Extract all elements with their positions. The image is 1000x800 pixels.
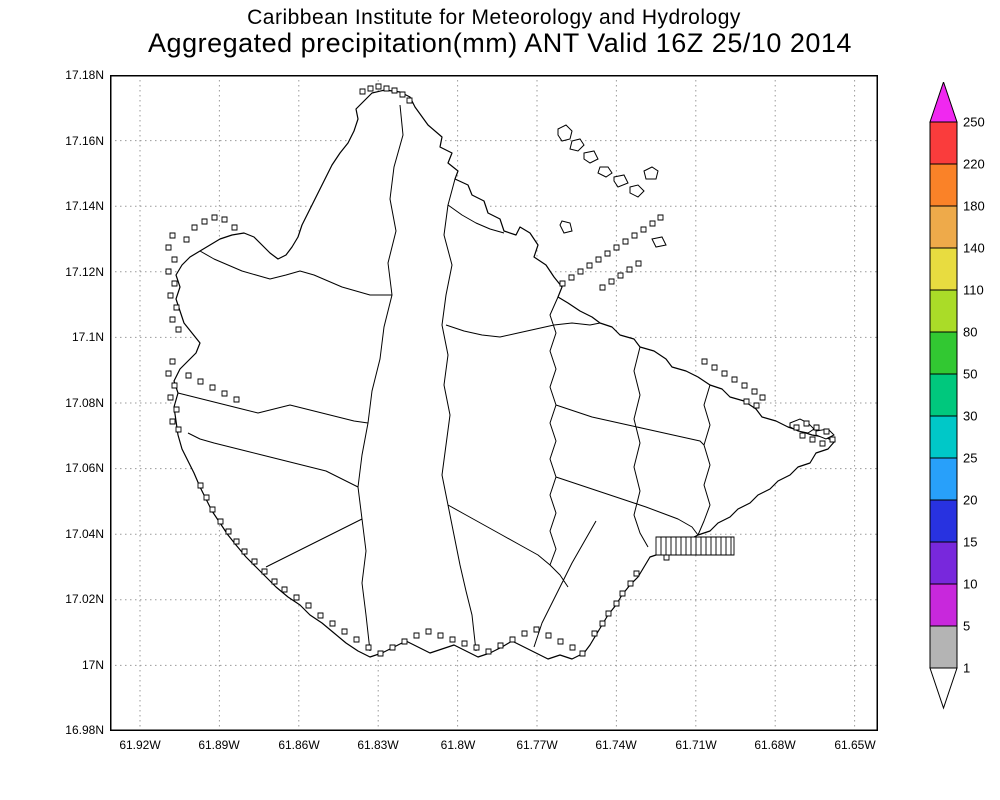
colorbar-segment: [929, 289, 958, 333]
y-axis-tick-label: 17.08N: [65, 396, 104, 410]
colorbar-segment: [929, 205, 958, 249]
colorbar-label: 50: [963, 367, 977, 382]
y-axis-tick-label: 17.16N: [65, 134, 104, 148]
colorbar-segment: [929, 331, 958, 375]
x-axis-tick-label: 61.71W: [675, 738, 717, 752]
colorbar-segment: [929, 121, 958, 165]
colorbar-segment: [929, 457, 958, 501]
y-axis-tick-label: 16.98N: [65, 723, 104, 737]
coastal-catchment-cells: [165, 83, 836, 657]
y-axis-tick-label: 17.12N: [65, 265, 104, 279]
colorbar-label: 80: [963, 325, 977, 340]
colorbar-arrow-up-icon: [929, 80, 958, 123]
y-axis-tick-label: 17.04N: [65, 527, 104, 541]
x-axis-tick-label: 61.86W: [278, 738, 320, 752]
x-axis-tick-label: 61.65W: [834, 738, 876, 752]
colorbar-label: 110: [963, 283, 984, 298]
x-axis-tick-label: 61.68W: [754, 738, 796, 752]
colorbar-label: 30: [963, 409, 977, 424]
catchment-comb-cluster: [655, 536, 735, 556]
colorbar-label: 10: [963, 577, 977, 592]
plot-border: [110, 75, 878, 731]
x-axis-tick-label: 61.8W: [440, 738, 476, 752]
colorbar-segment: [929, 373, 958, 417]
x-axis-tick-label: 61.92W: [119, 738, 161, 752]
map-plot-area: [110, 75, 878, 731]
colorbar-segment: [929, 247, 958, 291]
colorbar-legend: 250 220 180 140 110 80 50 30 25 20 15 10…: [928, 80, 1000, 717]
offshore-islets: [557, 124, 835, 440]
colorbar-label: 250: [963, 115, 985, 130]
coastline: [173, 89, 836, 660]
colorbar-segment: [929, 625, 958, 669]
colorbar-arrow-down-icon: [929, 667, 958, 710]
watershed-boundaries: [177, 104, 711, 652]
y-axis-tick-label: 17.14N: [65, 199, 104, 213]
plot-subtitle: Aggregated precipitation(mm) ANT Valid 1…: [148, 28, 852, 58]
colorbar-label: 15: [963, 535, 977, 550]
colorbar-segment: [929, 163, 958, 207]
colorbar-label: 1: [963, 661, 970, 676]
x-axis-tick-label: 61.83W: [357, 738, 399, 752]
colorbar-segment: [929, 541, 958, 585]
y-axis-tick-label: 17N: [81, 658, 104, 672]
colorbar-label: 20: [963, 493, 977, 508]
colorbar-label: 25: [963, 451, 977, 466]
colorbar-segment: [929, 583, 958, 627]
x-axis-tick-label: 61.89W: [198, 738, 240, 752]
page-title: Caribbean Institute for Meteorology and …: [247, 6, 741, 29]
antigua-watershed-map: [110, 75, 878, 731]
colorbar-segment: [929, 499, 958, 543]
colorbar-label: 5: [963, 619, 970, 634]
y-axis-tick-label: 17.02N: [65, 592, 104, 606]
colorbar-label: 140: [963, 241, 985, 256]
colorbar-label: 220: [963, 157, 985, 172]
x-axis-tick-label: 61.77W: [516, 738, 558, 752]
y-axis-tick-label: 17.06N: [65, 461, 104, 475]
y-axis-tick-label: 17.18N: [65, 68, 104, 82]
colorbar-label: 180: [963, 199, 985, 214]
x-axis-tick-label: 61.74W: [595, 738, 637, 752]
colorbar-segment: [929, 415, 958, 459]
y-axis-tick-label: 17.1N: [71, 330, 104, 344]
